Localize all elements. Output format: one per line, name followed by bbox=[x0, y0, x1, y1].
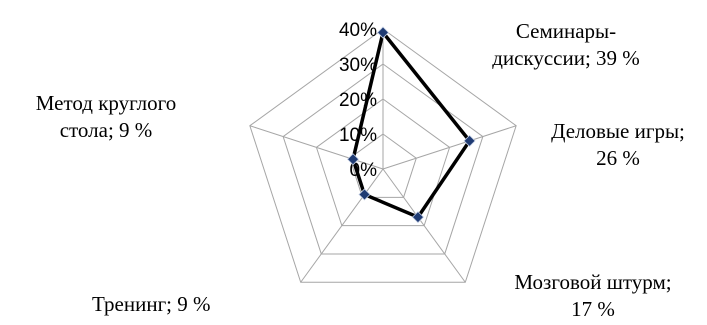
tick-label-2: 20% bbox=[339, 90, 377, 111]
category-label-business-games-line2: 26 % bbox=[596, 146, 640, 170]
radar-grid bbox=[249, 28, 517, 283]
data-point-1 bbox=[376, 26, 390, 39]
data-point-5 bbox=[346, 153, 360, 166]
data-point-3 bbox=[411, 211, 425, 224]
spoke-2 bbox=[382, 125, 517, 170]
category-label-seminars: Семинары- дискуссии; 39 % bbox=[466, 18, 666, 72]
category-label-training: Тренинг; 9 % bbox=[92, 291, 211, 318]
category-label-brainstorm-line1: Мозговой штурм; bbox=[514, 270, 672, 294]
category-label-business-games: Деловые игры; 26 % bbox=[530, 118, 706, 172]
category-label-brainstorm: Мозговой штурм; 17 % bbox=[487, 269, 699, 323]
series-line bbox=[351, 28, 472, 220]
category-label-seminars-line1: Семинары- bbox=[515, 19, 617, 43]
spoke-3 bbox=[382, 168, 466, 283]
category-label-round-table-line1: Метод круглого bbox=[35, 91, 177, 115]
grid-ring-3 bbox=[282, 63, 484, 255]
category-label-brainstorm-line2: 17 % bbox=[571, 297, 615, 321]
category-label-training-line1: Тренинг; 9 % bbox=[92, 292, 211, 316]
grid-ring-4 bbox=[249, 28, 517, 283]
grid-ring-2 bbox=[315, 98, 451, 227]
data-point-2 bbox=[463, 134, 476, 147]
category-label-round-table: Метод круглого стола; 9 % bbox=[0, 90, 212, 144]
category-label-seminars-line2: дискуссии; 39 % bbox=[492, 46, 640, 70]
spoke-5 bbox=[249, 125, 384, 170]
series-1 bbox=[346, 26, 476, 224]
category-label-business-games-line1: Деловые игры; bbox=[551, 119, 685, 143]
data-point-4 bbox=[358, 188, 371, 201]
tick-label-4: 40% bbox=[339, 20, 377, 41]
spoke-4 bbox=[300, 168, 384, 283]
category-label-round-table-line2: стола; 9 % bbox=[59, 118, 153, 142]
tick-label-3: 30% bbox=[339, 55, 377, 76]
